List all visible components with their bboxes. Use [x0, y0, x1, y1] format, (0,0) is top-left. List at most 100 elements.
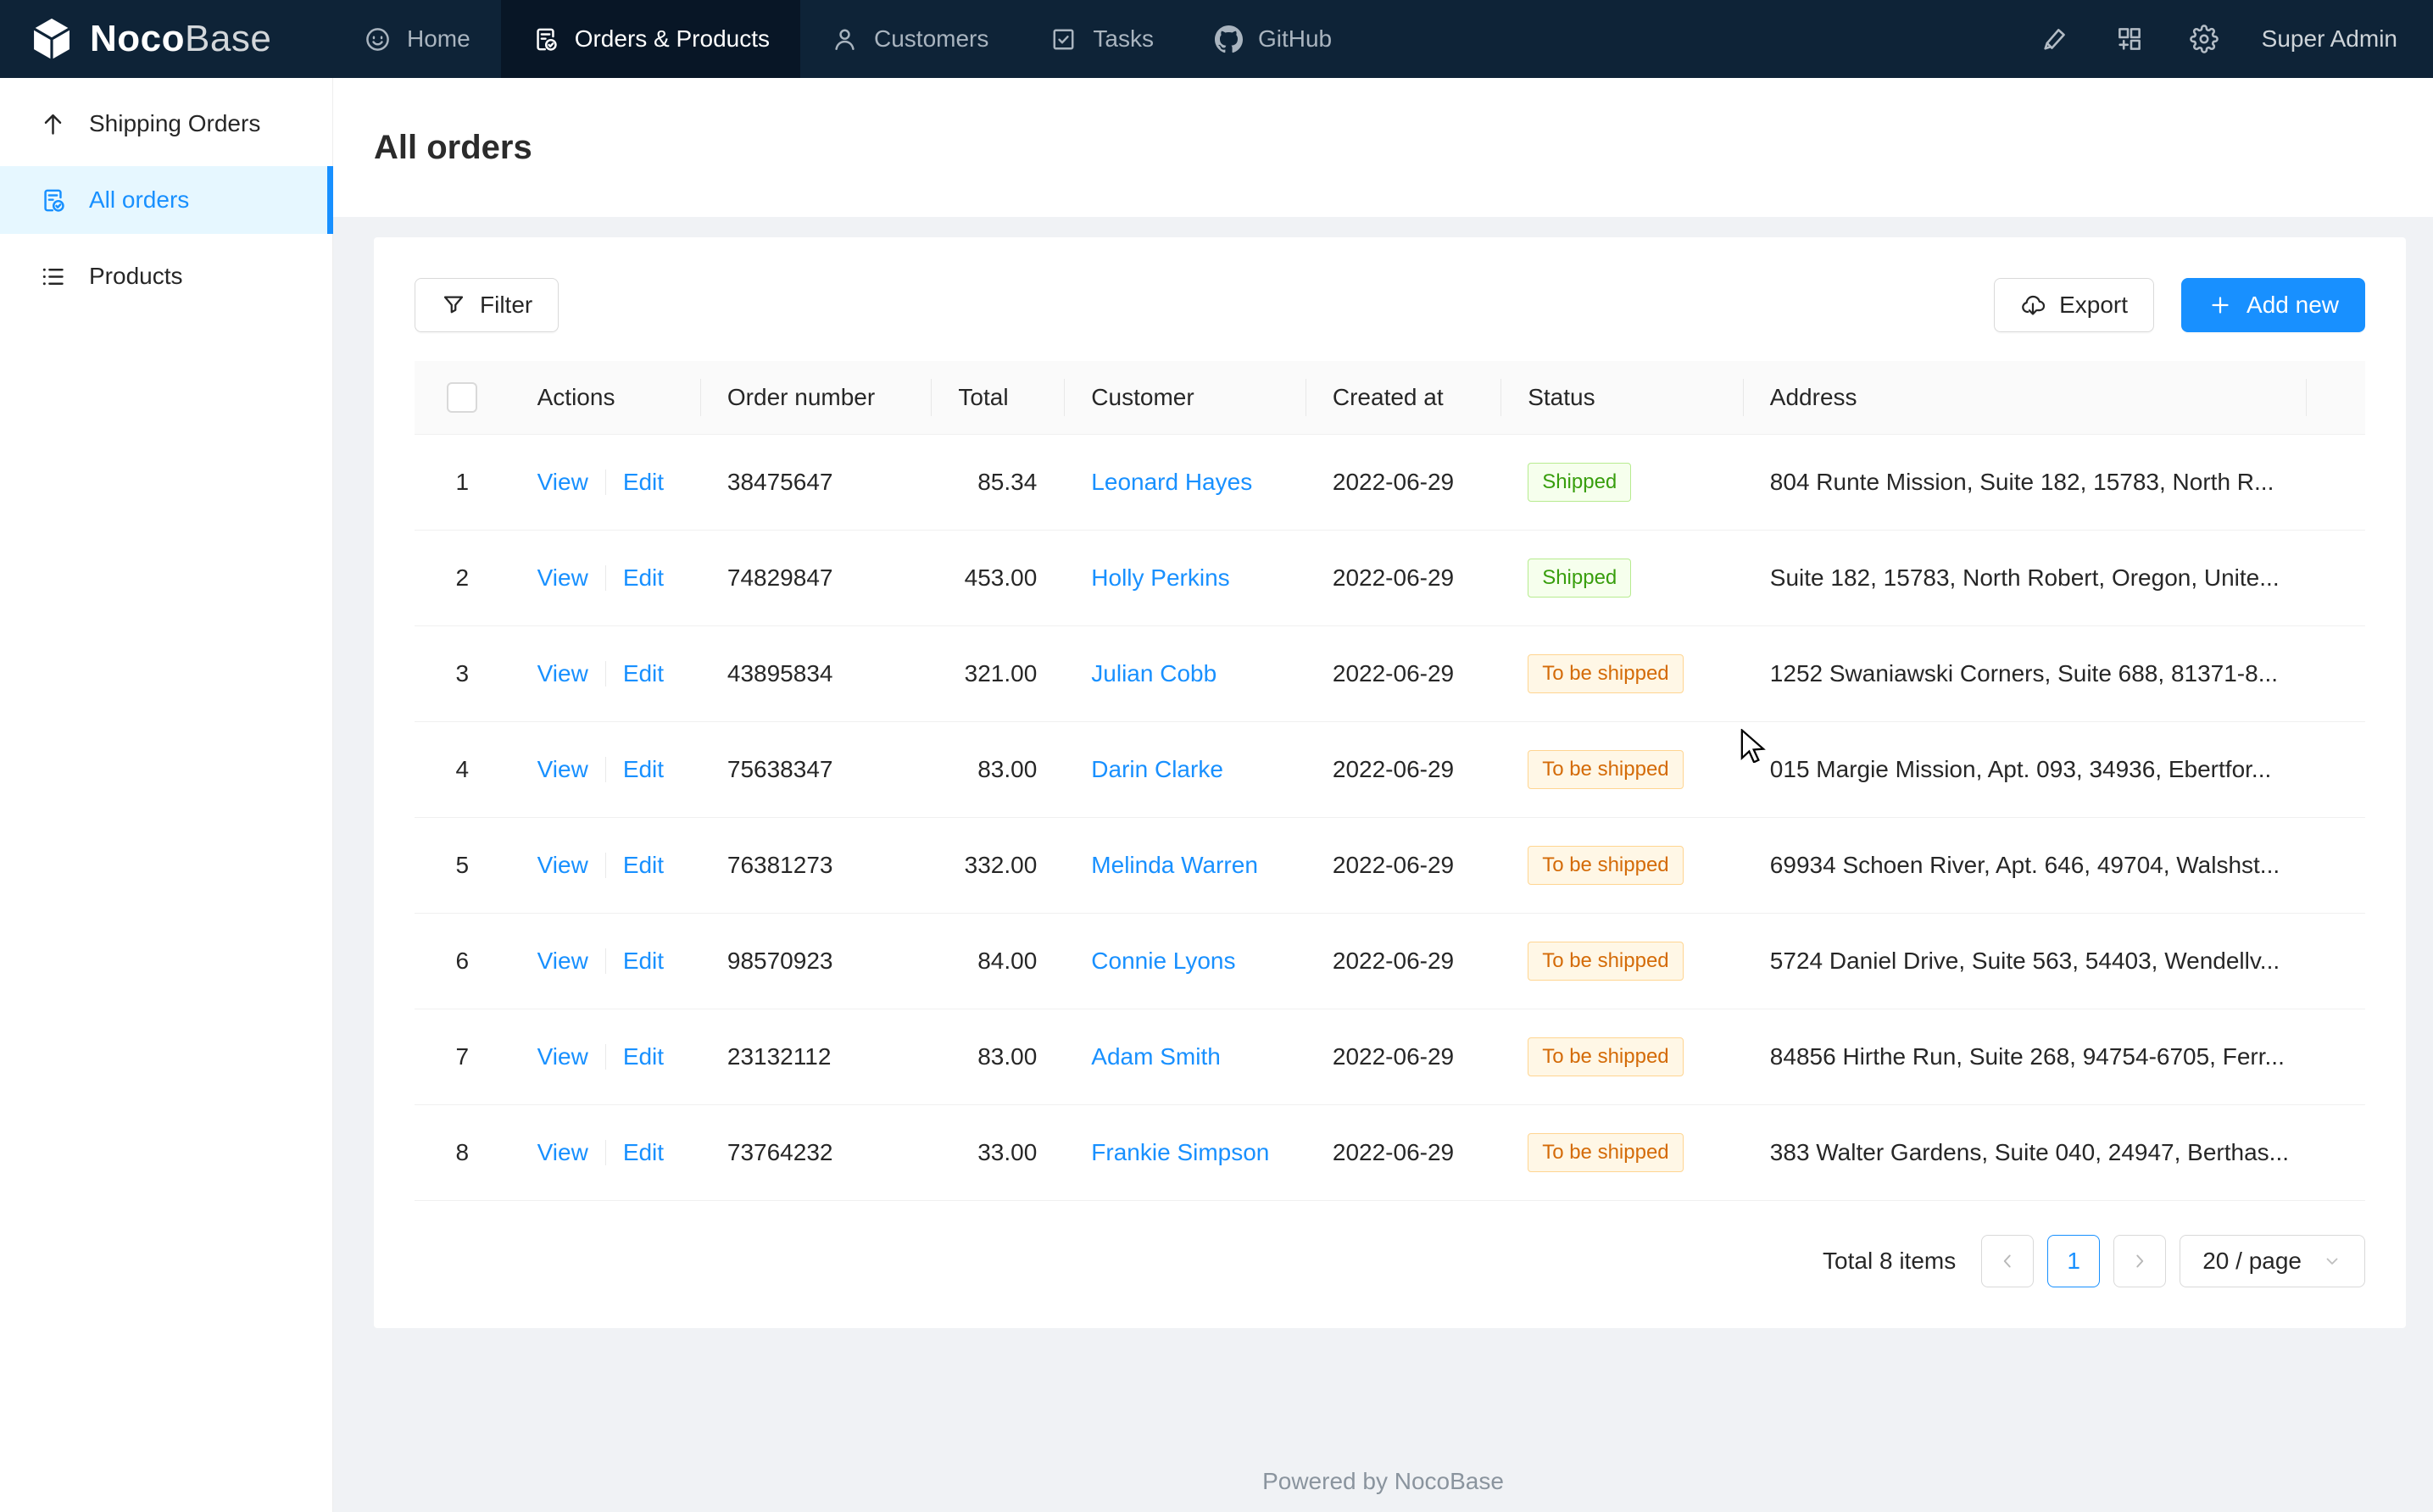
select-all-checkbox[interactable] [447, 381, 478, 413]
address-cell: Suite 182, 15783, North Robert, Oregon, … [1742, 530, 2306, 626]
brand-name-light: Base [185, 18, 272, 59]
customer-link[interactable]: Darin Clarke [1091, 755, 1223, 782]
nav-item-orders-products[interactable]: Orders & Products [500, 0, 801, 78]
status-cell: To be shipped [1500, 817, 1743, 914]
customer-link[interactable]: Leonard Hayes [1091, 468, 1253, 495]
view-link[interactable]: View [537, 659, 588, 687]
nav-item-home[interactable]: Home [333, 0, 501, 78]
spacer-cell [2305, 625, 2365, 722]
row-actions: View Edit [509, 1104, 700, 1201]
page-1-button[interactable]: 1 [2047, 1234, 2101, 1287]
row-actions: View Edit [509, 530, 700, 626]
page-size-select[interactable]: 20 / page [2180, 1234, 2365, 1287]
view-link[interactable]: View [537, 755, 588, 782]
order-number-cell: 23132112 [699, 1009, 932, 1105]
edit-link[interactable]: Edit [622, 468, 665, 495]
edit-link[interactable]: Edit [622, 1138, 665, 1165]
gear-icon[interactable] [2167, 25, 2241, 53]
nav-item-label: Tasks [1093, 25, 1154, 52]
view-link[interactable]: View [537, 1138, 588, 1165]
orders-card: Filter Export [374, 237, 2406, 1328]
action-divider [604, 1139, 606, 1165]
edit-link[interactable]: Edit [622, 947, 665, 974]
row-actions: View Edit [509, 1009, 700, 1105]
footer-text: Powered by NocoBase [1262, 1468, 1504, 1494]
status-tag: Shipped [1528, 462, 1632, 502]
appstore-add-icon[interactable] [2092, 25, 2167, 53]
next-page-button[interactable] [2113, 1234, 2167, 1287]
view-link[interactable]: View [537, 851, 588, 878]
brand[interactable]: NocoBase [0, 0, 333, 78]
row-index: 8 [415, 1104, 510, 1201]
edit-link[interactable]: Edit [622, 564, 665, 591]
highlight-icon[interactable] [2018, 25, 2092, 53]
customer-cell: Adam Smith [1064, 1009, 1306, 1105]
pagination: Total 8 items 1 20 / page [415, 1234, 2365, 1287]
github-icon [1214, 25, 1243, 53]
action-divider [604, 756, 606, 782]
table-row: 2 View Edit 74829847 453.00 Holly Perkins… [415, 530, 2365, 626]
edit-link[interactable]: Edit [622, 1042, 665, 1070]
spacer-cell [2305, 1009, 2365, 1105]
total-cell: 85.34 [931, 434, 1065, 531]
sidebar-item-shipping-orders[interactable]: Shipping Orders [0, 90, 332, 158]
nav-item-label: Customers [874, 25, 989, 52]
customer-link[interactable]: Melinda Warren [1091, 851, 1258, 878]
nav-item-customers[interactable]: Customers [800, 0, 1019, 78]
check-square-icon [1053, 29, 1074, 49]
customer-link[interactable]: Frankie Simpson [1091, 1138, 1270, 1165]
add-new-button[interactable]: Add new [2181, 278, 2365, 332]
spacer-cell [2305, 913, 2365, 1009]
order-number-cell: 73764232 [699, 1104, 932, 1201]
edit-link[interactable]: Edit [622, 755, 665, 782]
sidebar: Shipping Orders All orders Products [0, 78, 333, 1512]
table-row: 1 View Edit 38475647 85.34 Leonard Hayes … [415, 434, 2365, 531]
created-at-cell: 2022-06-29 [1305, 817, 1501, 914]
export-button[interactable]: Export [1994, 278, 2155, 332]
sidebar-item-products[interactable]: Products [0, 242, 332, 310]
row-actions: View Edit [509, 817, 700, 914]
edit-link[interactable]: Edit [622, 851, 665, 878]
sidebar-item-label: Products [89, 263, 183, 289]
nav-right-actions: Super Admin [2018, 0, 2433, 78]
page-title: All orders [374, 128, 532, 166]
prev-page-button[interactable] [1981, 1234, 2035, 1287]
edit-link[interactable]: Edit [622, 659, 665, 687]
status-cell: Shipped [1500, 530, 1743, 626]
action-divider [604, 660, 606, 687]
address-cell: 015 Margie Mission, Apt. 093, 34936, Ebe… [1742, 721, 2306, 818]
action-divider [604, 948, 606, 974]
nav-item-tasks[interactable]: Tasks [1019, 0, 1184, 78]
view-link[interactable]: View [537, 468, 588, 495]
user-icon [835, 29, 855, 50]
view-link[interactable]: View [537, 564, 588, 591]
total-cell: 83.00 [931, 1009, 1065, 1105]
customer-link[interactable]: Adam Smith [1091, 1042, 1221, 1070]
total-cell: 83.00 [931, 721, 1065, 818]
created-at-cell: 2022-06-29 [1305, 721, 1501, 818]
sidebar-item-all-orders[interactable]: All orders [0, 166, 333, 234]
customer-cell: Melinda Warren [1064, 817, 1306, 914]
sidebar-item-label: All orders [89, 186, 190, 213]
customer-cell: Holly Perkins [1064, 530, 1306, 626]
layout: Shipping Orders All orders Products All … [0, 78, 2433, 1512]
view-link[interactable]: View [537, 947, 588, 974]
row-actions: View Edit [509, 434, 700, 531]
spacer-cell [2305, 434, 2365, 531]
view-link[interactable]: View [537, 1042, 588, 1070]
customer-link[interactable]: Connie Lyons [1091, 947, 1236, 974]
address-cell: 383 Walter Gardens, Suite 040, 24947, Be… [1742, 1104, 2306, 1201]
customer-link[interactable]: Julian Cobb [1091, 659, 1217, 687]
customer-cell: Frankie Simpson [1064, 1104, 1306, 1201]
customer-link[interactable]: Holly Perkins [1091, 564, 1230, 591]
nav-item-github[interactable]: GitHub [1184, 0, 1362, 78]
chevron-left-icon [2003, 1254, 2011, 1267]
toolbar-right: Export Add new [1994, 278, 2365, 332]
filter-button[interactable]: Filter [415, 278, 560, 332]
arrow-up-icon [44, 114, 62, 135]
user-menu[interactable]: Super Admin [2261, 25, 2397, 52]
pagination-total: Total 8 items [1823, 1247, 1957, 1274]
main-area: All orders Filter [333, 78, 2433, 1512]
page-size-value: 20 / page [2202, 1247, 2302, 1274]
add-new-button-label: Add new [2246, 292, 2339, 318]
